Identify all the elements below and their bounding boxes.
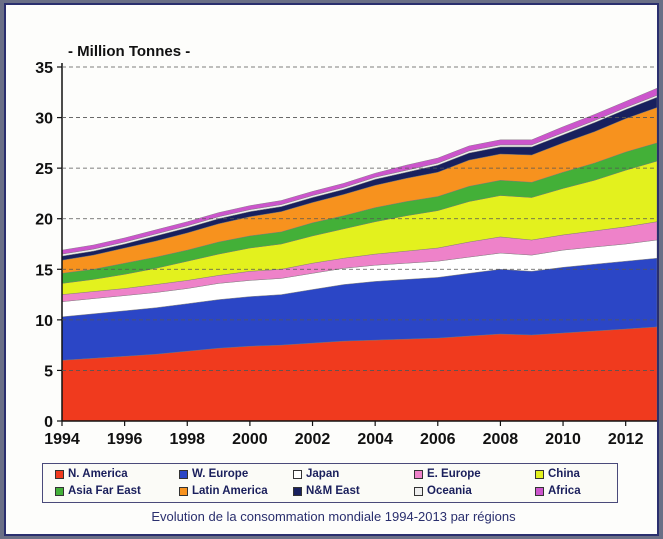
legend-label: China (548, 468, 580, 480)
area-series-group (61, 87, 657, 422)
legend-item-asia-far-east: Asia Far East (55, 483, 141, 499)
axes: 0 5 10 15 20 25 30 35 1994 1996 1998 2000 2002 2004 20… (35, 60, 657, 448)
legend-swatch (55, 486, 64, 496)
stacked-area-chart: 0 5 10 15 20 25 30 35 1994 1996 1998 2000 2002 2004 20… (35, 43, 657, 448)
y-tick-label-30: 30 (35, 111, 53, 128)
legend-label: Asia Far East (68, 485, 141, 497)
area-series-africa (61, 87, 657, 255)
x-tick-label-2008: 2008 (483, 431, 519, 448)
legend-item-n-america: N. America (55, 466, 128, 482)
legend-label: N. America (68, 468, 128, 480)
x-tick-label-1996: 1996 (107, 431, 143, 448)
x-tick-label-1998: 1998 (169, 431, 205, 448)
legend-swatch (179, 469, 188, 479)
x-tick-label-2012: 2012 (608, 431, 644, 448)
legend-label: Oceania (427, 485, 472, 497)
legend-swatch (535, 469, 544, 479)
x-tick-label-2004: 2004 (357, 431, 393, 448)
chart-legend: N. America W. Europe Japan E. Europe China As… (42, 463, 618, 503)
x-tick-label-2002: 2002 (295, 431, 331, 448)
legend-swatch (293, 486, 302, 496)
legend-item-n-m-east: N&M East (293, 483, 360, 499)
y-tick-label-20: 20 (35, 212, 53, 229)
y-tick-label-35: 35 (35, 60, 53, 77)
x-tick-label-2000: 2000 (232, 431, 268, 448)
y-tick-label-15: 15 (35, 262, 53, 279)
legend-swatch (535, 486, 544, 496)
legend-swatch (414, 486, 423, 496)
x-tick-label-2006: 2006 (420, 431, 456, 448)
y-tick-label-0: 0 (44, 414, 53, 431)
chart-frame: 0 5 10 15 20 25 30 35 1994 1996 1998 2000 2002 2004 20… (4, 3, 659, 536)
legend-label: Japan (306, 468, 340, 480)
legend-item-japan: Japan (293, 466, 339, 482)
legend-label: Latin America (192, 485, 268, 497)
y-tick-label-10: 10 (35, 313, 53, 330)
legend-item-africa: Africa (535, 483, 581, 499)
legend-swatch (55, 469, 64, 479)
legend-item-e-europe: E. Europe (414, 466, 481, 482)
legend-label: W. Europe (192, 468, 249, 480)
legend-item-oceania: Oceania (414, 483, 472, 499)
x-tick-label-2010: 2010 (545, 431, 581, 448)
legend-label: E. Europe (427, 468, 481, 480)
y-tick-label-5: 5 (44, 363, 53, 380)
legend-item-latin-america: Latin America (179, 483, 268, 499)
chart-caption: Evolution de la consommation mondiale 19… (151, 509, 516, 524)
legend-swatch (414, 469, 423, 479)
legend-swatch (179, 486, 188, 496)
y-tick-label-25: 25 (35, 161, 53, 178)
x-tick-label-1994: 1994 (44, 431, 80, 448)
unit-label: - Million Tonnes - (68, 43, 190, 60)
legend-item-w-europe: W. Europe (179, 466, 248, 482)
legend-label: N&M East (306, 485, 360, 497)
legend-item-china: China (535, 466, 580, 482)
legend-label: Africa (548, 485, 581, 497)
grid-lines (62, 66, 657, 371)
legend-swatch (293, 469, 302, 479)
